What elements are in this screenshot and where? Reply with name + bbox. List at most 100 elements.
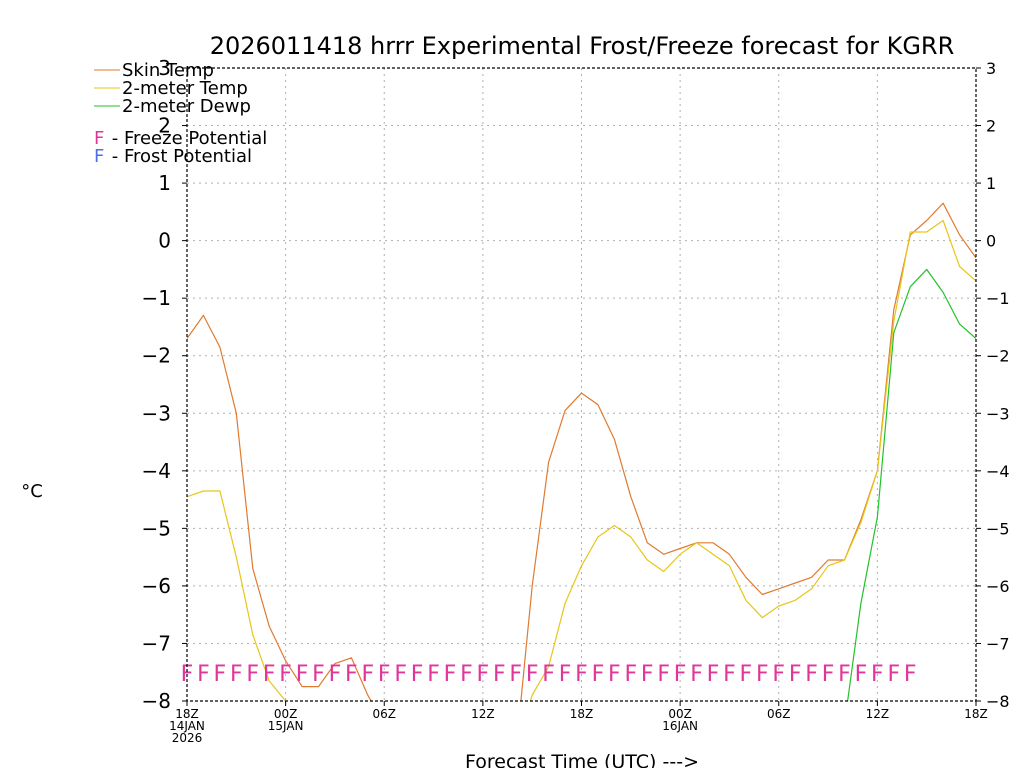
freeze-marker: F: [542, 662, 555, 687]
series-line-2-meter-dewp: [847, 268, 976, 701]
freeze-marker: F: [460, 662, 473, 687]
freeze-marker: F: [427, 662, 440, 687]
y-tick-label-right: −6: [986, 577, 1010, 596]
legend: Skin Temp 2-meter Temp 2-meter Dewp F - …: [94, 60, 267, 167]
x-tick-date-label: 15JAN: [268, 719, 304, 733]
freeze-marker: F: [575, 662, 588, 687]
freeze-marker: F: [246, 662, 259, 687]
freeze-marker: F: [707, 662, 720, 687]
y-tick-label-left: −7: [142, 631, 171, 655]
freeze-marker: F: [624, 662, 637, 687]
freeze-marker: F: [214, 662, 227, 687]
freeze-marker: F: [740, 662, 753, 687]
x-tick-label: 18Z: [964, 707, 988, 721]
freeze-marker: F: [887, 662, 900, 687]
y-tick-label-left: −6: [142, 574, 171, 598]
freeze-marker: F: [361, 662, 374, 687]
legend-freeze-label: - Freeze Potential: [106, 128, 267, 149]
freeze-marker: F: [805, 662, 818, 687]
freeze-marker: F: [756, 662, 769, 687]
freeze-marker: F: [641, 662, 654, 687]
chart-title: 2026011418 hrrr Experimental Frost/Freez…: [210, 32, 955, 60]
y-tick-label-right: −2: [986, 347, 1010, 366]
y-tick-label-left: 2: [158, 114, 171, 138]
y-tick-label-left: −4: [142, 459, 171, 483]
freeze-marker: F: [690, 662, 703, 687]
freeze-marker: F: [526, 662, 539, 687]
y-tick-label-right: −1: [986, 289, 1010, 308]
x-axis-label: Forecast Time (UTC) --->: [465, 751, 699, 768]
x-tick-label: 18Z: [570, 707, 594, 721]
x-tick-label: 12Z: [471, 707, 495, 721]
freeze-marker: F: [279, 662, 292, 687]
freeze-marker: F: [477, 662, 490, 687]
x-tick-label: 00Z: [274, 707, 298, 721]
freeze-marker: F: [411, 662, 424, 687]
freeze-marker: F: [493, 662, 506, 687]
freeze-marker: F: [197, 662, 210, 687]
freeze-marker: F: [822, 662, 835, 687]
x-tick-label: 12Z: [866, 707, 890, 721]
freeze-marker: F: [608, 662, 621, 687]
series-line-2-meter-temp: [187, 219, 976, 701]
freeze-marker: F: [312, 662, 325, 687]
y-tick-label-left: −5: [142, 516, 171, 540]
freeze-marker: F: [509, 662, 522, 687]
freeze-marker: F: [789, 662, 802, 687]
y-tick-label-right: 3: [986, 59, 996, 78]
x-tick-label: 06Z: [767, 707, 791, 721]
legend-label-2m-temp: 2-meter Temp: [122, 78, 248, 99]
y-tick-label-left: −2: [142, 344, 171, 368]
legend-frost-label: - Frost Potential: [106, 146, 252, 167]
y-tick-label-right: 1: [986, 174, 996, 193]
x-tick-label: 18Z: [175, 707, 199, 721]
y-tick-label-left: 3: [158, 56, 171, 80]
y-tick-label-left: 0: [158, 229, 171, 253]
axis-layer: 3 3 2 2 1 1 0 0 −1 −1 −2 −2 −3 −3 −4 −4 −5 −5 −6 −6 −7 −7 −8 −8…: [142, 56, 1010, 745]
freeze-marker: F: [855, 662, 868, 687]
freeze-marker: F: [394, 662, 407, 687]
y-tick-label-right: −3: [986, 404, 1010, 423]
y-tick-label-right: −4: [986, 462, 1010, 481]
y-tick-label-left: −1: [142, 286, 171, 310]
legend-frost-symbol: F: [94, 146, 104, 167]
y-tick-label-left: −8: [142, 689, 171, 713]
y-tick-label-left: 1: [158, 171, 171, 195]
freeze-marker: F: [444, 662, 457, 687]
x-tick-label: 00Z: [668, 707, 692, 721]
legend-label-skin-temp: Skin Temp: [122, 60, 214, 81]
freeze-marker: F: [263, 662, 276, 687]
freeze-marker: F: [345, 662, 358, 687]
y-tick-label-right: 2: [986, 117, 996, 136]
freeze-marker: F: [378, 662, 391, 687]
freeze-marker: F: [592, 662, 605, 687]
y-tick-label-right: −5: [986, 519, 1010, 538]
y-tick-label-right: −7: [986, 634, 1010, 653]
legend-label-2m-dewp: 2-meter Dewp: [122, 96, 251, 117]
freeze-marker: F: [723, 662, 736, 687]
y-tick-label-right: −8: [986, 692, 1010, 711]
freeze-marker: F: [559, 662, 572, 687]
plot-frame: [186, 67, 977, 702]
freeze-marker: F: [871, 662, 884, 687]
series-layer: [187, 202, 976, 701]
x-tick-date-label: 16JAN: [662, 719, 698, 733]
freeze-marker: F: [772, 662, 785, 687]
x-tick-date-label: 14JAN: [169, 719, 205, 733]
x-tick-year-label: 2026: [172, 731, 203, 745]
y-tick-label-left: −3: [142, 401, 171, 425]
freeze-marker: F: [657, 662, 670, 687]
freeze-marker: F: [296, 662, 309, 687]
y-tick-label-right: 0: [986, 232, 996, 251]
freeze-marker: F: [230, 662, 243, 687]
y-axis-label: °C: [21, 481, 43, 502]
freeze-marker: F: [904, 662, 917, 687]
freeze-marker: F: [329, 662, 342, 687]
legend-freeze-symbol: F: [94, 128, 104, 149]
x-tick-label: 06Z: [373, 707, 397, 721]
grid-layer: [187, 68, 976, 701]
freeze-marker: F: [674, 662, 687, 687]
freeze-marker: F: [838, 662, 851, 687]
